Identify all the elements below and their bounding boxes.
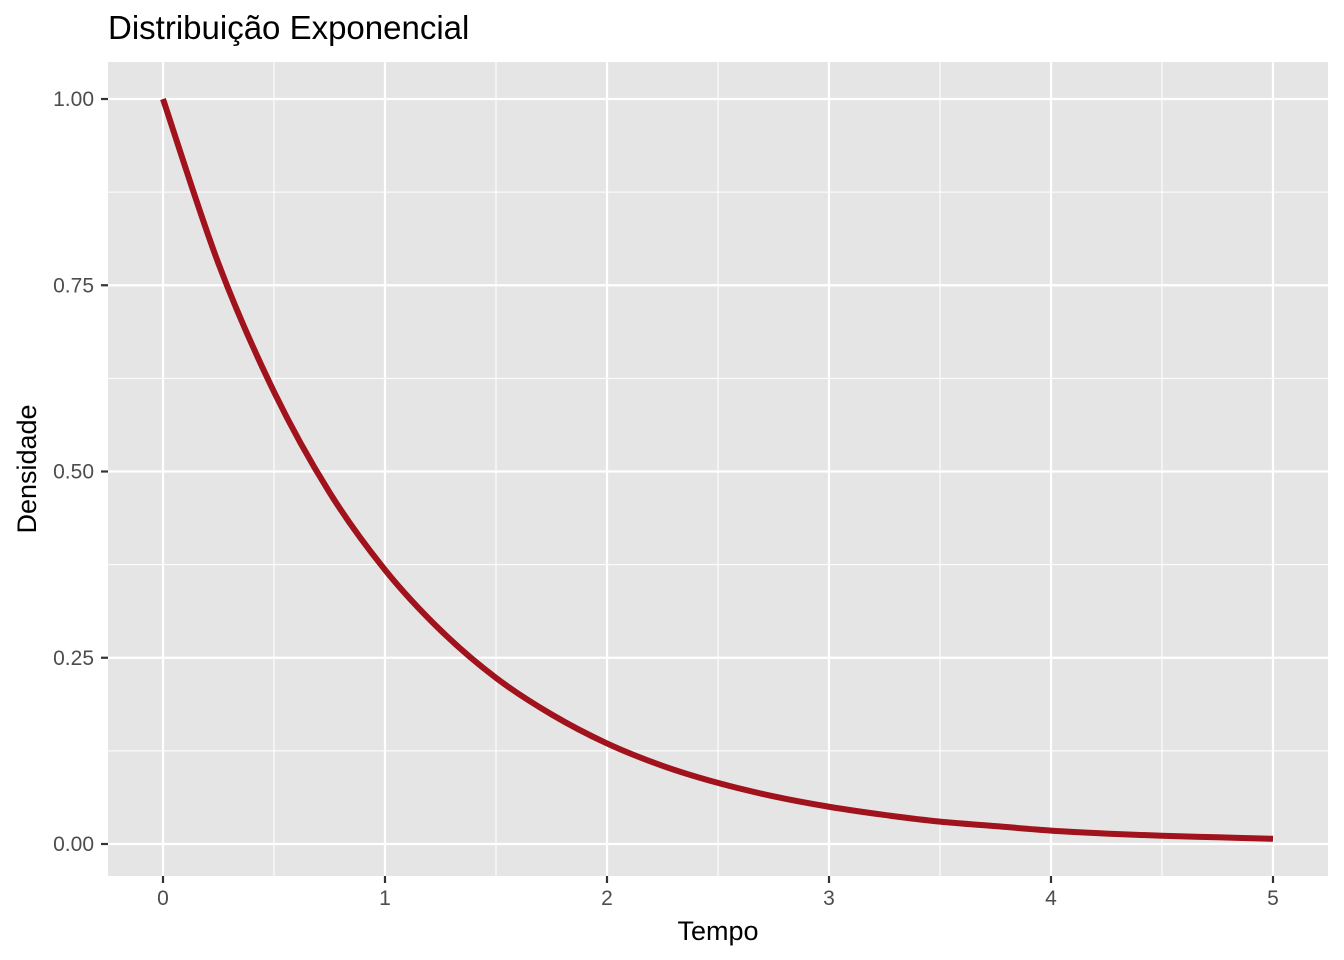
y-axis-title: Densidade [12, 404, 42, 533]
x-tick-label: 5 [1267, 887, 1279, 910]
x-tick-label: 3 [823, 887, 835, 910]
x-axis: 0 1 2 3 4 5 [157, 876, 1279, 910]
y-tick-label: 0.00 [53, 833, 94, 856]
x-tick-label: 4 [1045, 887, 1057, 910]
major-grid [108, 62, 1328, 876]
x-tick-label: 0 [157, 887, 169, 910]
density-line [160, 98, 1274, 842]
y-tick-label: 1.00 [53, 88, 94, 111]
minor-grid [108, 62, 1328, 876]
y-tick-label: 0.50 [53, 461, 94, 484]
series-layer [160, 98, 1274, 842]
x-axis-title: Tempo [677, 916, 758, 946]
y-tick-label: 0.25 [53, 647, 94, 670]
x-tick-label: 1 [379, 887, 391, 910]
x-tick-label: 2 [601, 887, 613, 910]
chart-title: Distribuição Exponencial [108, 9, 469, 46]
y-axis: 0.00 0.25 0.50 0.75 1.00 [53, 88, 108, 856]
y-tick-label: 0.75 [53, 274, 94, 297]
